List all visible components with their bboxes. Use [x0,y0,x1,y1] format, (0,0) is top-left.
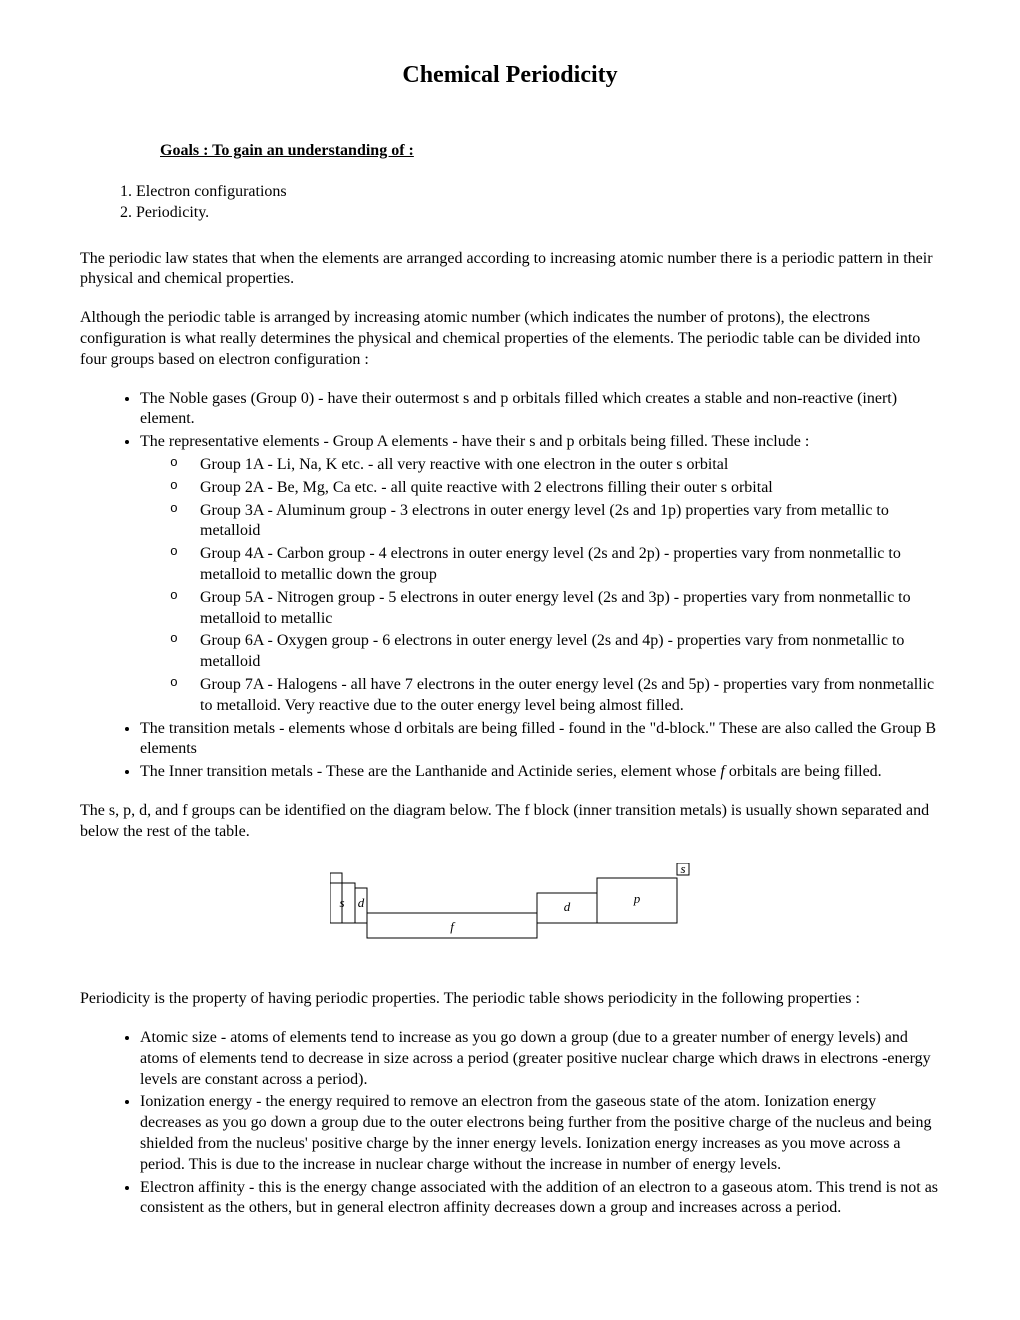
text-part: The Inner transition metals - These are … [140,763,720,780]
list-item: Group 3A - Aluminum group - 3 electrons … [200,501,940,543]
properties-list: Atomic size - atoms of elements tend to … [80,1028,940,1219]
goals-heading: Goals : To gain an understanding of : [160,141,940,162]
goal-item: 1. Electron configurations [120,182,940,203]
goals-list: 1. Electron configurations 2. Periodicit… [120,182,940,224]
goal-item: 2. Periodicity. [120,203,940,224]
groups-list: The Noble gases (Group 0) - have their o… [80,389,940,783]
list-item: Group 5A - Nitrogen group - 5 electrons … [200,588,940,630]
list-item: Group 7A - Halogens - all have 7 electro… [200,675,940,717]
list-item: Group 6A - Oxygen group - 6 electrons in… [200,631,940,673]
list-item: Group 2A - Be, Mg, Ca etc. - all quite r… [200,478,940,499]
diagram-label-d: d [564,899,571,914]
paragraph: Although the periodic table is arranged … [80,308,940,370]
paragraph: Periodicity is the property of having pe… [80,989,940,1010]
list-item: The representative elements - Group A el… [140,432,940,716]
diagram-label-s: s [680,863,685,876]
page-title: Chemical Periodicity [80,60,940,91]
paragraph: The periodic law states that when the el… [80,249,940,291]
list-item: The Inner transition metals - These are … [140,762,940,783]
diagram-label-p: p [633,891,641,906]
list-item: Electron affinity - this is the energy c… [140,1178,940,1220]
list-item-text: The representative elements - Group A el… [140,433,809,450]
periodic-block-diagram: s d f d p s [80,863,940,960]
list-item: The Noble gases (Group 0) - have their o… [140,389,940,431]
diagram-label-f: f [450,919,456,934]
representative-sublist: Group 1A - Li, Na, K etc. - all very rea… [140,455,940,717]
list-item: Ionization energy - the energy required … [140,1092,940,1175]
list-item: Group 1A - Li, Na, K etc. - all very rea… [200,455,940,476]
text-part: orbitals are being filled. [725,763,882,780]
diagram-label-s: s [339,895,344,910]
paragraph: The s, p, d, and f groups can be identif… [80,801,940,843]
list-item: The transition metals - elements whose d… [140,719,940,761]
list-item: Group 4A - Carbon group - 4 electrons in… [200,544,940,586]
diagram-label-d: d [358,895,365,910]
list-item: Atomic size - atoms of elements tend to … [140,1028,940,1090]
